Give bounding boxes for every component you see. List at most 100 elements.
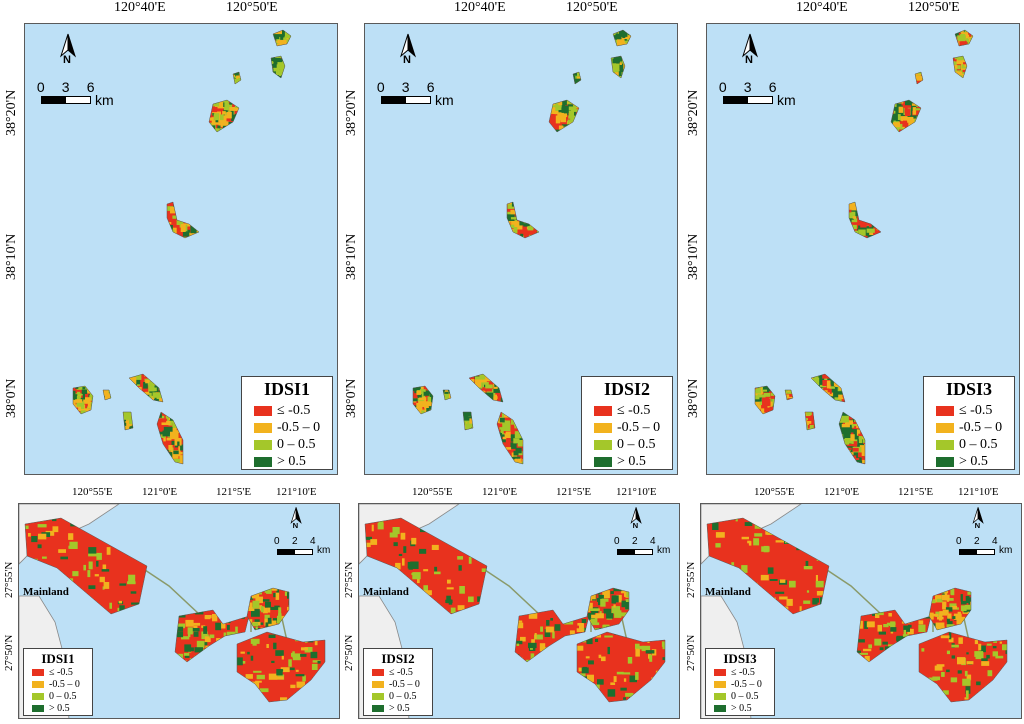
- island-map: [412, 29, 632, 465]
- legend-item: > 0.5: [714, 703, 752, 714]
- legend-label: ≤ -0.5: [731, 667, 755, 678]
- north-arrow-icon: [972, 507, 984, 524]
- legend-label: -0.5 – 0: [959, 420, 1003, 435]
- legend-label: > 0.5: [389, 703, 410, 714]
- legend-swatch: [32, 693, 44, 700]
- x-tick-label: 120°55'E: [72, 486, 113, 498]
- legend-label: > 0.5: [617, 454, 646, 469]
- scale-bar: 0 3 6 km: [377, 79, 461, 115]
- legend-swatch: [594, 440, 612, 450]
- mainland-label: Mainland: [363, 586, 409, 598]
- y-tick-label: 38°20'N: [686, 89, 701, 136]
- north-arrow-icon: [290, 507, 302, 524]
- legend-label: -0.5 – 0: [731, 679, 762, 690]
- scale-unit: km: [317, 545, 331, 556]
- legend-label: > 0.5: [49, 703, 70, 714]
- legend-label: 0 – 0.5: [617, 437, 656, 452]
- x-tick-label: 121°0'E: [482, 486, 518, 498]
- legend-item: 0 – 0.5: [32, 691, 77, 702]
- map-panel-top: N 0 3 6 km IDSI2 ≤ -0.5 -0.5 – 0 0 – 0.5 > 0.5: [364, 23, 678, 475]
- x-tick-label: 121°5'E: [216, 486, 252, 498]
- scale-tick-label: 3: [61, 79, 70, 95]
- legend-swatch: [254, 457, 272, 467]
- legend-item: 0 – 0.5: [594, 437, 656, 453]
- mainland-label: Mainland: [705, 586, 751, 598]
- legend-item: -0.5 – 0: [714, 679, 762, 690]
- y-tick-label: 27°55'N: [343, 561, 355, 598]
- legend-item: > 0.5: [594, 454, 646, 470]
- legend-item: 0 – 0.5: [372, 691, 417, 702]
- legend-item: ≤ -0.5: [594, 403, 650, 419]
- scale-tick-label: 3: [401, 79, 410, 95]
- y-tick-label: 38°0'N: [344, 378, 359, 418]
- y-tick-label: 38°20'N: [4, 89, 19, 136]
- island-map: [72, 29, 292, 465]
- x-tick-label: 120°55'E: [412, 486, 453, 498]
- legend-swatch: [372, 669, 384, 676]
- island-map: [359, 504, 666, 718]
- legend-label: -0.5 – 0: [617, 420, 661, 435]
- y-tick-label: 38°10'N: [4, 233, 19, 280]
- scale-tick-label: 6: [86, 79, 95, 95]
- north-label: N: [632, 521, 639, 531]
- legend-item: -0.5 – 0: [372, 679, 420, 690]
- legend-swatch: [714, 681, 726, 688]
- y-tick-label: 27°50'N: [343, 634, 355, 671]
- legend-label: -0.5 – 0: [277, 420, 321, 435]
- scale-bar: 0 2 4 km: [274, 536, 339, 564]
- north-arrow-icon: [630, 507, 642, 524]
- legend-label: -0.5 – 0: [49, 679, 80, 690]
- map-panel-top: N 0 3 6 km IDSI3 ≤ -0.5 -0.5 – 0 0 – 0.5 > 0.5: [706, 23, 1020, 475]
- scale-tick-label: 6: [426, 79, 435, 95]
- north-label: N: [974, 521, 981, 531]
- legend-item: 0 – 0.5: [714, 691, 759, 702]
- scale-tick-label: 3: [743, 79, 752, 95]
- north-label: N: [63, 54, 71, 66]
- scale-bar-graphic: [277, 549, 313, 555]
- legend-item: > 0.5: [936, 454, 988, 470]
- scale-tick-label: 4: [650, 536, 656, 547]
- x-tick-label: 120°55'E: [754, 486, 795, 498]
- legend-swatch: [254, 406, 272, 416]
- scale-tick-label: 2: [632, 536, 638, 547]
- scale-bar: 0 2 4 km: [956, 536, 1021, 564]
- scale-bar-graphic: [41, 96, 91, 105]
- legend-item: -0.5 – 0: [936, 420, 1002, 436]
- x-tick-label: 121°5'E: [556, 486, 592, 498]
- legend-label: ≤ -0.5: [277, 403, 311, 418]
- legend-swatch: [32, 705, 44, 712]
- legend-title: IDSI1: [41, 651, 75, 666]
- legend-swatch: [936, 457, 954, 467]
- legend-swatch: [254, 423, 272, 433]
- legend-swatch: [372, 681, 384, 688]
- legend-label: 0 – 0.5: [389, 691, 417, 702]
- scale-tick-label: 2: [292, 536, 298, 547]
- scale-tick-label: 4: [992, 536, 998, 547]
- scale-unit: km: [435, 92, 454, 108]
- legend-swatch: [714, 705, 726, 712]
- north-label: N: [745, 54, 753, 66]
- legend-item: ≤ -0.5: [936, 403, 992, 419]
- legend-title: IDSI3: [723, 651, 757, 666]
- legend-label: -0.5 – 0: [389, 679, 420, 690]
- legend-item: ≤ -0.5: [372, 667, 413, 678]
- x-tick-label: 121°10'E: [276, 486, 317, 498]
- north-arrow-icon: [741, 33, 759, 58]
- legend-label: 0 – 0.5: [277, 437, 316, 452]
- map-panel-top: N 0 3 6 km IDSI1 ≤ -0.5 -0.5 – 0 0 – 0.5 > 0.5: [24, 23, 338, 475]
- legend-swatch: [372, 693, 384, 700]
- scale-bar-graphic: [381, 96, 431, 105]
- north-arrow-icon: [59, 33, 77, 58]
- y-tick-label: 38°0'N: [4, 378, 19, 418]
- legend-swatch: [594, 423, 612, 433]
- legend-label: ≤ -0.5: [389, 667, 413, 678]
- scale-bar: 0 3 6 km: [37, 79, 121, 115]
- scale-tick-label: 0: [614, 536, 620, 547]
- legend-title: IDSI3: [945, 379, 993, 399]
- y-tick-label: 38°0'N: [686, 378, 701, 418]
- scale-tick-label: 0: [36, 79, 45, 95]
